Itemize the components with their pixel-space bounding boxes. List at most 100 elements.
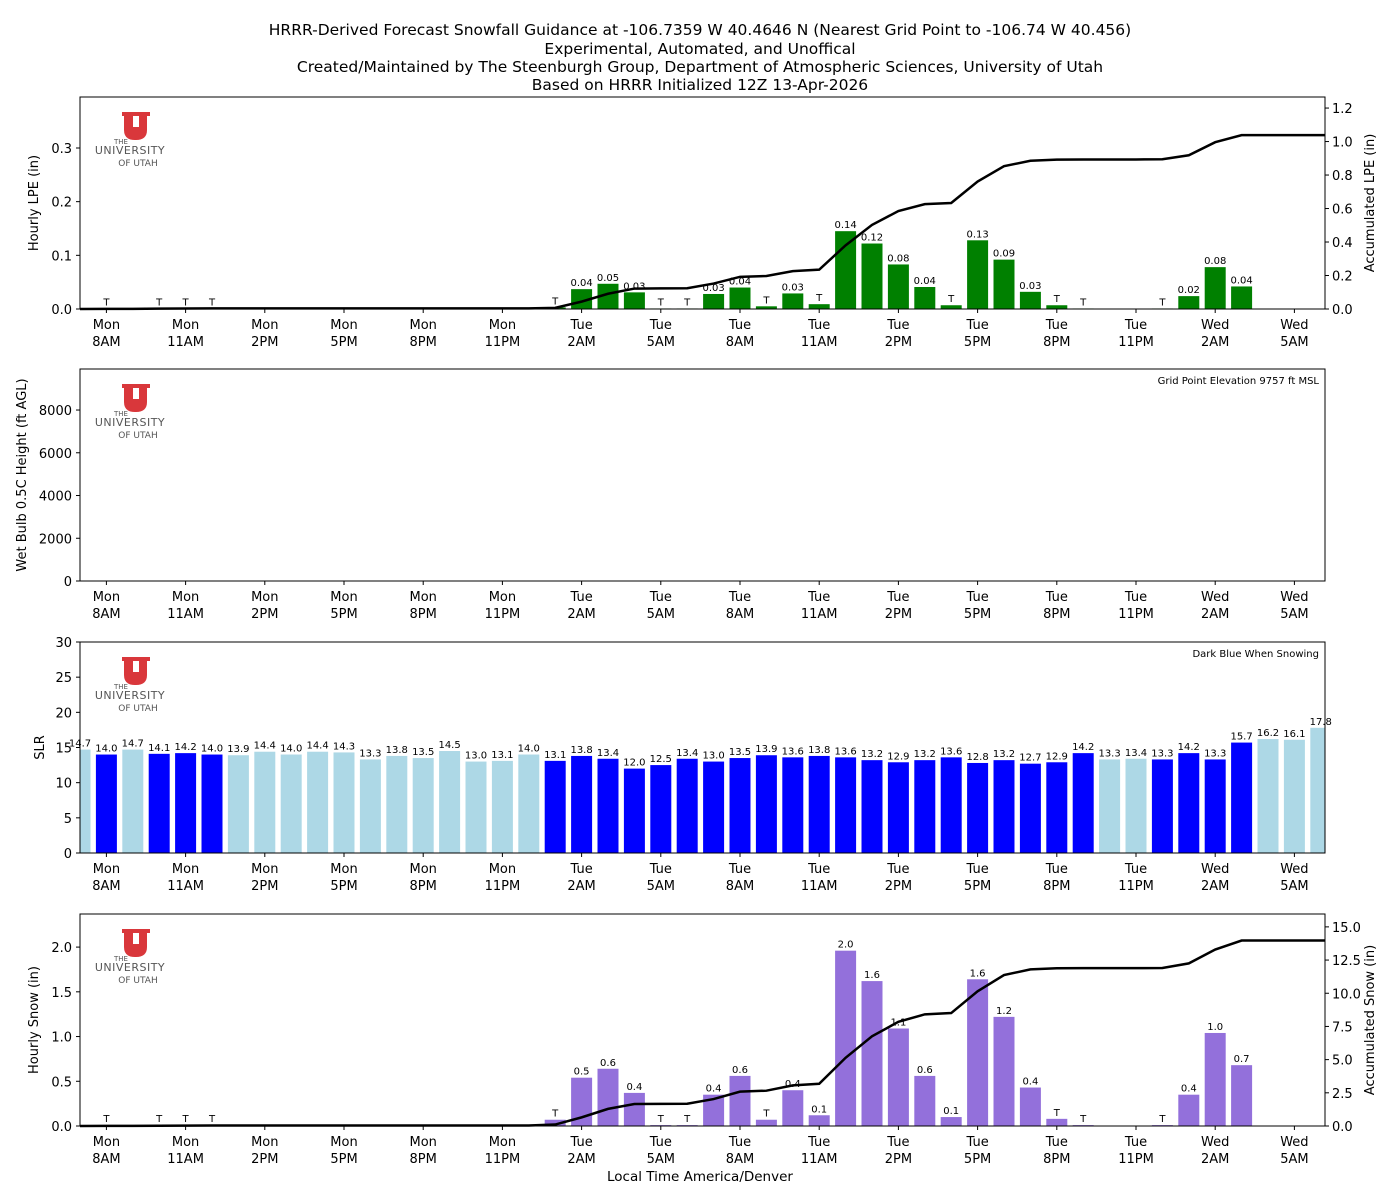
y2-tick-label: 2.5	[1332, 1087, 1353, 1102]
y-tick-label: 0	[64, 575, 72, 590]
x-tick-label-time: 11AM	[801, 1152, 838, 1167]
data-label: 0.03	[782, 282, 804, 293]
bar	[887, 762, 909, 853]
bar	[359, 759, 381, 853]
bar	[597, 1068, 619, 1126]
bar	[729, 287, 751, 309]
logo-text-of-utah: OF UTAH	[118, 704, 157, 714]
bar	[887, 264, 909, 309]
bar	[993, 1016, 1015, 1126]
y2-tick-label: 0.4	[1332, 236, 1353, 251]
x-tick-label-time: 2PM	[251, 335, 278, 350]
x-tick-label-day: Tue	[965, 590, 988, 605]
data-label: 17.8	[1310, 717, 1332, 728]
y2-axis-label: Accumulated LPE (in)	[1363, 134, 1378, 273]
title-line-1: HRRR-Derived Forecast Snowfall Guidance …	[268, 21, 1132, 39]
panel-annotation: Grid Point Elevation 9757 ft MSL	[1158, 376, 1320, 387]
data-label: 14.0	[518, 744, 540, 755]
x-tick-label-day: Tue	[886, 318, 909, 333]
data-label: 13.6	[940, 746, 962, 757]
logo-text-the: THE	[113, 955, 128, 963]
x-tick-label-day: Mon	[93, 1135, 120, 1150]
data-label: T	[1158, 297, 1166, 308]
x-tick-label-time: 2AM	[567, 607, 595, 622]
title-line-4: Based on HRRR Initialized 12Z 13-Apr-202…	[531, 76, 869, 94]
data-label: 13.5	[729, 747, 751, 758]
panel-annotation: Dark Blue When Snowing	[1192, 649, 1319, 660]
bar	[1231, 1065, 1253, 1126]
x-tick-label-day: Tue	[886, 862, 909, 877]
data-label: 13.3	[1098, 748, 1120, 759]
x-tick-label-day: Tue	[569, 590, 592, 605]
data-label: 0.03	[1019, 281, 1041, 292]
x-tick-label-time: 11PM	[485, 1152, 521, 1167]
data-label: 14.2	[1178, 742, 1200, 753]
bar	[1178, 296, 1200, 309]
data-label: T	[683, 297, 691, 308]
x-tick-label-time: 2PM	[251, 607, 278, 622]
bar	[703, 293, 725, 309]
bar	[1046, 1118, 1068, 1126]
data-label: T	[551, 296, 559, 307]
bar	[439, 751, 461, 853]
data-label: 13.0	[465, 751, 487, 762]
x-tick-label-day: Mon	[93, 318, 120, 333]
data-label: 1.2	[996, 1006, 1012, 1017]
x-tick-label-time: 5AM	[1280, 1152, 1308, 1167]
bar	[993, 259, 1015, 309]
x-tick-label-day: Mon	[489, 590, 516, 605]
x-tick-label-day: Tue	[649, 1135, 672, 1150]
bar	[597, 283, 619, 309]
bar	[1046, 762, 1068, 853]
bar	[412, 758, 434, 853]
data-label: T	[1053, 294, 1061, 305]
bar	[597, 758, 619, 853]
x-tick-label-day: Mon	[172, 590, 199, 605]
x-tick-label-day: Tue	[569, 318, 592, 333]
data-label: 0.05	[597, 273, 619, 284]
bar	[623, 1092, 645, 1126]
x-tick-label-time: 2PM	[885, 1152, 912, 1167]
y-tick-label: 0.0	[51, 1120, 72, 1135]
data-label: 0.4	[1022, 1077, 1038, 1088]
x-tick-label-day: Mon	[251, 590, 278, 605]
logo-text-the: THE	[113, 138, 128, 146]
data-label: 13.3	[1204, 748, 1226, 759]
data-label: 0.09	[993, 249, 1015, 260]
x-tick-label-day: Tue	[965, 318, 988, 333]
data-label: T	[155, 297, 163, 308]
x-tick-label-day: Tue	[728, 590, 751, 605]
data-label: 0.1	[943, 1106, 959, 1117]
bar	[1204, 759, 1226, 853]
data-label: T	[1053, 1108, 1061, 1119]
data-label: 14.0	[95, 744, 117, 755]
data-label: 14.7	[69, 739, 91, 750]
x-tick-label-time: 5PM	[964, 879, 991, 894]
y2-tick-label: 10.0	[1332, 987, 1361, 1002]
y2-tick-label: 0.2	[1332, 270, 1353, 285]
y2-tick-label: 0.8	[1332, 169, 1353, 184]
x-tick-label-time: 5PM	[330, 879, 357, 894]
x-tick-label-time: 2PM	[885, 607, 912, 622]
x-tick-label-day: Tue	[1124, 318, 1147, 333]
x-tick-label-day: Mon	[330, 318, 357, 333]
x-tick-label-time: 8PM	[1043, 879, 1070, 894]
y-tick-label: 6000	[39, 447, 72, 462]
x-tick-label-day: Mon	[172, 1135, 199, 1150]
x-tick-label-day: Wed	[1280, 1135, 1308, 1150]
y-tick-label: 0.3	[51, 142, 72, 157]
data-label: 13.3	[359, 748, 381, 759]
data-label: 12.7	[1019, 753, 1041, 764]
bars	[80, 727, 1325, 853]
bar	[967, 762, 989, 853]
x-tick-label-time: 2PM	[251, 879, 278, 894]
data-label: T	[657, 297, 665, 308]
x-tick-label-day: Mon	[489, 318, 516, 333]
data-label: 13.4	[676, 748, 698, 759]
data-label: 13.6	[782, 746, 804, 757]
logo-text-of-utah: OF UTAH	[118, 159, 157, 169]
